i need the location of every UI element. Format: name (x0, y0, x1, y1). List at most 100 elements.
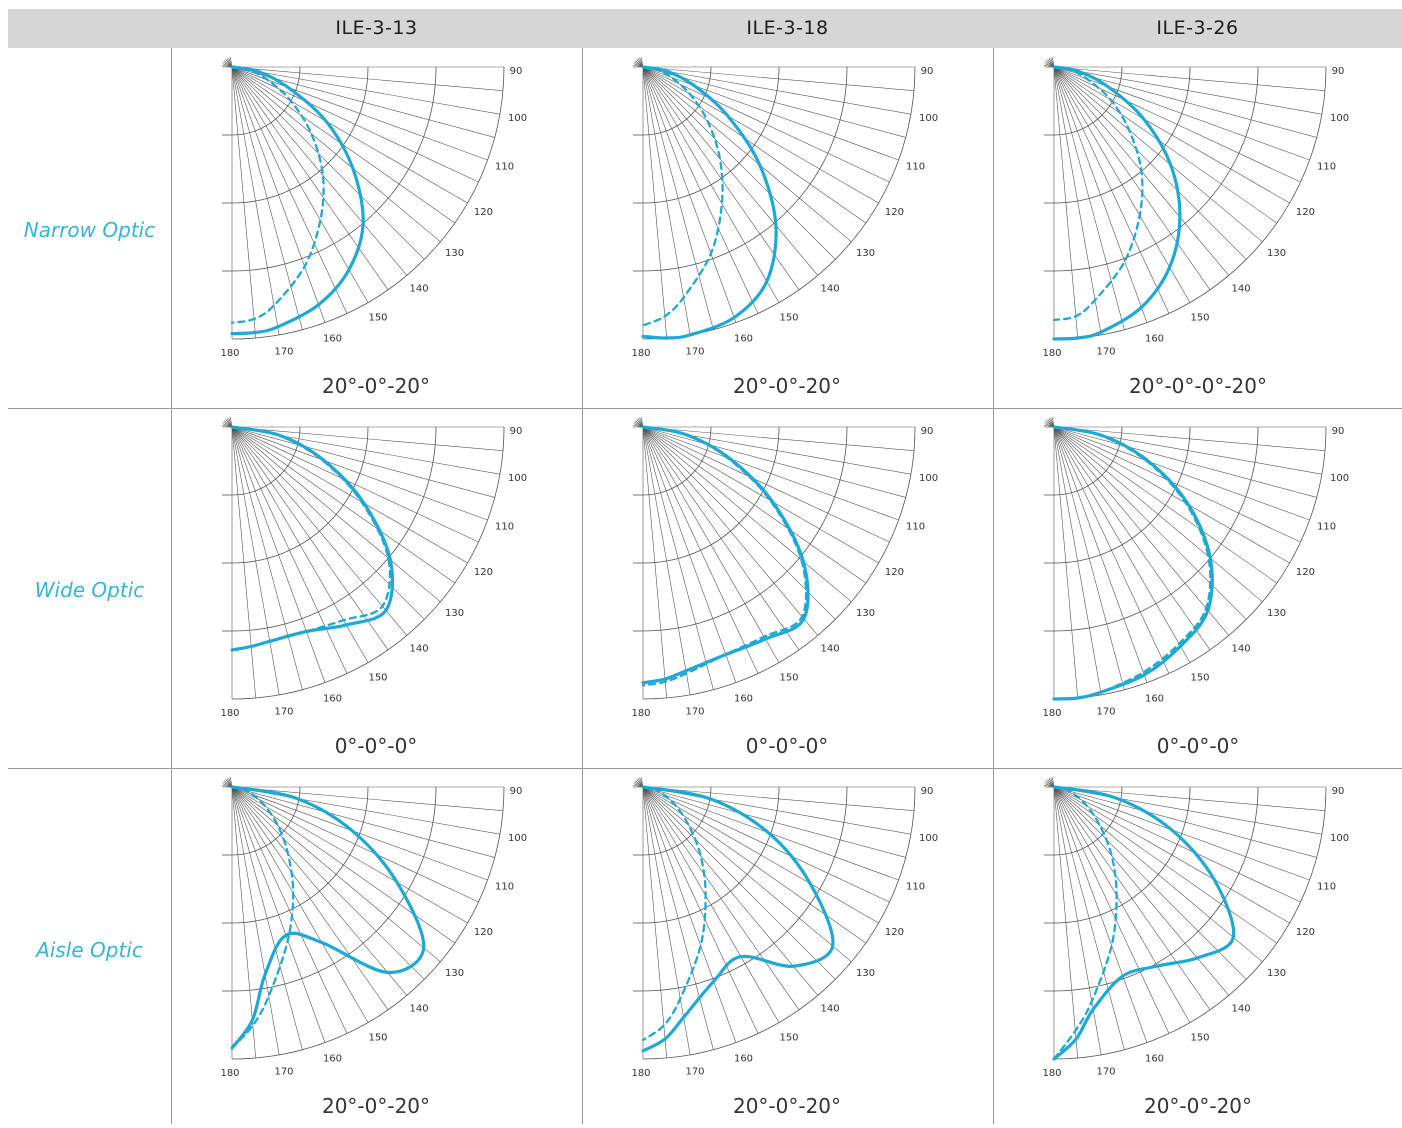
angle-tick-label: 90 (921, 426, 934, 437)
angle-tick-label: 90 (1332, 786, 1345, 797)
intensity-curve-dashed (641, 785, 707, 1042)
angle-tick-label: 160 (734, 694, 753, 705)
row-label-aisle-optic: Aisle Optic (36, 938, 143, 962)
grid-radial-line (642, 426, 759, 674)
grid-origin-spoke (641, 777, 644, 788)
row-divider (8, 408, 1402, 409)
angle-tick-label: 90 (510, 66, 523, 77)
grid-origin-spoke (230, 417, 233, 428)
angle-tick-label: 100 (508, 113, 527, 124)
grid-radial-line (231, 426, 495, 498)
grid-radial-line (1053, 66, 1263, 243)
angle-tick-label: 150 (368, 1032, 387, 1043)
grid-radial-line (642, 786, 915, 811)
grid-radial-line (1053, 426, 1230, 636)
grid-radial-line (642, 786, 759, 1034)
angle-tick-label: 100 (1330, 113, 1349, 124)
grid-radial-line (642, 66, 890, 183)
grid-radial-line (231, 426, 280, 695)
polar-grid (1044, 777, 1327, 1060)
grid-radial-line (231, 426, 369, 663)
grid-radial-line (231, 66, 425, 260)
angle-tick-label: 130 (1267, 968, 1286, 979)
angle-tick-label: 110 (906, 522, 925, 533)
angle-tick-label: 170 (685, 347, 704, 358)
grid-radial-line (642, 786, 737, 1043)
grid-radial-line (642, 66, 899, 161)
grid-radial-line (231, 786, 369, 1023)
grid-radial-line (231, 426, 488, 521)
polar-grid (1044, 57, 1327, 340)
grid-radial-line (642, 426, 836, 620)
grid-radial-line (1053, 66, 1322, 115)
grid-origin-spoke (641, 417, 644, 428)
grid-radial-line (231, 66, 256, 339)
angle-tick-label: 120 (885, 207, 904, 218)
grid-radial-line (1053, 786, 1191, 1023)
angle-tick-label: 180 (631, 708, 650, 719)
angle-tick-label: 180 (1042, 348, 1061, 359)
grid-radial-line (1053, 786, 1301, 903)
grid-radial-line (1053, 426, 1326, 451)
angle-tick-label: 150 (779, 312, 798, 323)
grid-radial-line (231, 66, 326, 323)
grid-origin-spoke (224, 420, 233, 428)
polar-chart-ile-3-26-narrow-optic: 90 100 110 120 130 140 150 160 170 180 (1042, 57, 1349, 359)
grid-radial-line (642, 66, 759, 314)
grid-radial-line (642, 426, 890, 543)
angle-tick-label: 150 (368, 312, 387, 323)
grid-radial-line (1053, 426, 1125, 690)
angle-tick-label: 180 (220, 1068, 239, 1079)
grid-radial-line (1053, 426, 1263, 603)
grid-origin-spoke (224, 60, 233, 68)
grid-origin-spoke (641, 57, 644, 68)
angle-tick-label: 180 (1042, 708, 1061, 719)
grid-radial-line (231, 66, 500, 115)
grid-radial-line (231, 66, 504, 91)
grid-origin-spoke (1052, 417, 1055, 428)
intensity-curve-dashed (641, 425, 808, 687)
grid-radial-line (231, 426, 455, 584)
grid-radial-line (1053, 66, 1247, 260)
column-divider (993, 48, 994, 1124)
polar-chart-ile-3-18-aisle-optic: 90 100 110 120 130 140 150 160 170 180 (631, 777, 938, 1079)
grid-arc (642, 426, 916, 700)
grid-arc (231, 66, 505, 340)
grid-radial-line (642, 66, 879, 204)
intensity-curve-solid (641, 785, 835, 1053)
grid-radial-line (1053, 786, 1170, 1034)
grid-radial-line (231, 426, 348, 674)
intensity-curve-dashed (230, 785, 295, 1050)
angle-tick-label: 120 (1296, 927, 1315, 938)
angle-tick-label: 140 (1232, 644, 1251, 655)
grid-radial-line (231, 786, 488, 881)
angle-tick-label: 140 (410, 1004, 429, 1015)
beam-angle-caption: 0°-0°-0° (334, 734, 418, 758)
angle-tick-label: 110 (495, 882, 514, 893)
grid-radial-line (642, 66, 906, 138)
beam-angle-caption: 20°-0°-20° (1143, 1094, 1253, 1118)
grid-radial-line (642, 786, 836, 980)
grid-radial-line (642, 426, 780, 663)
grid-radial-line (231, 66, 348, 314)
grid-radial-line (1053, 426, 1078, 699)
angle-tick-label: 140 (1232, 1004, 1251, 1015)
angle-tick-label: 170 (1096, 347, 1115, 358)
grid-radial-line (231, 66, 408, 276)
grid-radial-line (642, 66, 780, 303)
polar-chart-ile-3-26-aisle-optic: 90 100 110 120 130 140 150 160 170 180 (1042, 777, 1349, 1079)
grid-radial-line (231, 426, 326, 683)
grid-radial-line (1053, 426, 1290, 564)
angle-tick-label: 140 (410, 284, 429, 295)
grid-radial-line (231, 66, 479, 183)
grid-radial-line (231, 426, 468, 564)
grid-origin-spoke (224, 780, 233, 788)
grid-origin-spoke (230, 57, 233, 68)
angle-tick-label: 100 (1330, 833, 1349, 844)
grid-radial-line (642, 426, 714, 690)
angle-tick-label: 170 (274, 707, 293, 718)
grid-arc (231, 786, 505, 1060)
grid-radial-line (231, 66, 468, 204)
angle-tick-label: 110 (906, 162, 925, 173)
intensity-curve-dashed (1052, 425, 1212, 701)
